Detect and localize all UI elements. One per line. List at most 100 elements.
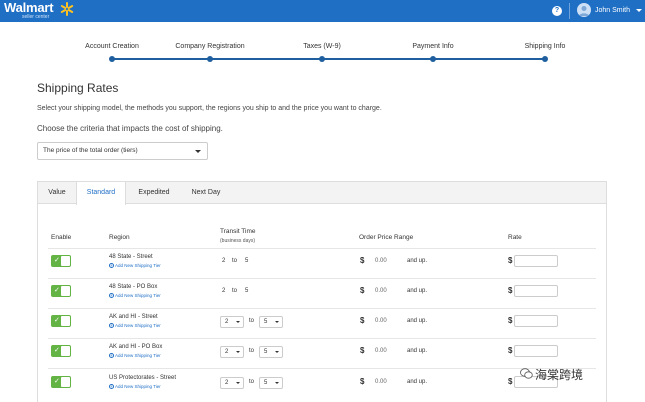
transit-from-value: 2 bbox=[225, 349, 229, 355]
step-shipping-info: Shipping Info bbox=[524, 43, 566, 50]
add-shipping-tier-link[interactable]: + Add New Shipping Tier bbox=[109, 293, 161, 298]
rate-input[interactable] bbox=[514, 315, 558, 327]
step-taxes: Taxes (W-9) bbox=[303, 43, 341, 50]
transit-to-value: 5 bbox=[264, 349, 268, 355]
rate-currency-symbol: $ bbox=[508, 346, 513, 355]
and-up-label: and up. bbox=[407, 348, 428, 354]
step-account-creation: Account Creation bbox=[85, 43, 139, 50]
rate-currency-symbol: $ bbox=[508, 316, 513, 325]
price-from: 0.00 bbox=[375, 348, 387, 354]
step-dot bbox=[109, 56, 115, 62]
rate-input[interactable] bbox=[514, 376, 558, 388]
transit-from-select[interactable]: 2 bbox=[220, 316, 244, 328]
tab-bar: Value Standard Expedited Next Day bbox=[38, 182, 606, 205]
rate-input[interactable] bbox=[514, 285, 558, 297]
tab-next-day[interactable]: Next Day bbox=[191, 189, 221, 196]
currency-symbol: $ bbox=[360, 256, 365, 265]
and-up-label: and up. bbox=[407, 288, 428, 294]
header-transit-sub: (business days) bbox=[220, 238, 256, 244]
plus-icon: + bbox=[109, 323, 114, 328]
chevron-down-icon bbox=[236, 321, 240, 323]
enable-toggle[interactable]: ✓ bbox=[51, 285, 71, 297]
rate-input[interactable] bbox=[514, 255, 558, 267]
user-name[interactable]: John Smith bbox=[595, 7, 631, 14]
toggle-knob bbox=[61, 377, 70, 387]
watermark-text: 海棠跨境 bbox=[535, 368, 584, 382]
walmart-logo[interactable]: Walmart bbox=[4, 0, 54, 15]
step-dot bbox=[207, 56, 213, 62]
chevron-down-icon bbox=[236, 351, 240, 353]
add-shipping-tier-link[interactable]: + Add New Shipping Tier bbox=[109, 323, 161, 328]
region-name: AK and HI - Street bbox=[109, 314, 158, 320]
toggle-knob bbox=[61, 286, 70, 296]
user-menu-chevron-down-icon[interactable] bbox=[636, 9, 642, 12]
wechat-icon bbox=[520, 368, 533, 379]
tab-expedited[interactable]: Expedited bbox=[138, 189, 170, 196]
plus-icon: + bbox=[109, 353, 114, 358]
toggle-knob bbox=[61, 346, 70, 356]
transit-from-value: 2 bbox=[225, 319, 229, 325]
price-from: 0.00 bbox=[375, 258, 387, 264]
row-divider bbox=[48, 338, 596, 339]
check-icon: ✓ bbox=[54, 378, 60, 385]
currency-symbol: $ bbox=[360, 316, 365, 325]
step-dot bbox=[542, 56, 548, 62]
plus-icon: + bbox=[109, 293, 114, 298]
toggle-knob bbox=[61, 316, 70, 326]
add-tier-label: Add New Shipping Tier bbox=[115, 353, 161, 358]
currency-symbol: $ bbox=[360, 286, 365, 295]
tab-value[interactable]: Value bbox=[48, 189, 66, 196]
enable-toggle[interactable]: ✓ bbox=[51, 345, 71, 357]
transit-to: 5 bbox=[245, 288, 249, 294]
enable-toggle[interactable]: ✓ bbox=[51, 255, 71, 267]
add-shipping-tier-link[interactable]: + Add New Shipping Tier bbox=[109, 353, 161, 358]
region-name: US Protectorates - Street bbox=[109, 375, 177, 381]
shipping-methods-panel: Value Standard Expedited Next Day Enable… bbox=[37, 181, 607, 402]
transit-to-label: to bbox=[232, 258, 238, 264]
check-icon: ✓ bbox=[54, 317, 60, 324]
header-divider bbox=[569, 3, 570, 19]
user-avatar-icon bbox=[579, 6, 589, 16]
price-from: 0.00 bbox=[375, 288, 387, 294]
and-up-label: and up. bbox=[407, 318, 428, 324]
add-tier-label: Add New Shipping Tier bbox=[115, 323, 161, 328]
add-tier-label: Add New Shipping Tier bbox=[115, 263, 161, 268]
add-shipping-tier-link[interactable]: + Add New Shipping Tier bbox=[109, 384, 161, 389]
header-order-price-range: Order Price Range bbox=[359, 234, 414, 241]
add-tier-label: Add New Shipping Tier bbox=[115, 293, 161, 298]
header-rate: Rate bbox=[508, 234, 522, 241]
transit-from-select[interactable]: 2 bbox=[220, 346, 244, 358]
chevron-down-icon bbox=[236, 382, 240, 384]
user-avatar[interactable] bbox=[577, 3, 591, 17]
region-name: 48 State - PO Box bbox=[109, 284, 158, 290]
criteria-select-value: The price of the total order (tiers) bbox=[43, 147, 138, 154]
tab-standard[interactable]: Standard bbox=[76, 182, 126, 205]
chevron-down-icon bbox=[275, 382, 279, 384]
transit-to-label: to bbox=[249, 318, 255, 324]
add-shipping-tier-link[interactable]: + Add New Shipping Tier bbox=[109, 263, 161, 268]
rate-currency-symbol: $ bbox=[508, 377, 513, 386]
transit-from: 2 bbox=[222, 258, 226, 264]
rate-currency-symbol: $ bbox=[508, 286, 513, 295]
transit-to-select[interactable]: 5 bbox=[259, 346, 283, 358]
help-icon[interactable]: ? bbox=[552, 6, 562, 16]
currency-symbol: $ bbox=[360, 377, 365, 386]
and-up-label: and up. bbox=[407, 258, 428, 264]
transit-to-select[interactable]: 5 bbox=[259, 377, 283, 389]
transit-to-label: to bbox=[249, 379, 255, 385]
add-tier-label: Add New Shipping Tier bbox=[115, 384, 161, 389]
enable-toggle[interactable]: ✓ bbox=[51, 376, 71, 388]
chevron-down-icon bbox=[275, 321, 279, 323]
transit-from-select[interactable]: 2 bbox=[220, 377, 244, 389]
row-divider bbox=[48, 368, 596, 369]
price-from: 0.00 bbox=[375, 318, 387, 324]
page-title: Shipping Rates bbox=[37, 81, 119, 95]
header-region: Region bbox=[109, 234, 130, 241]
transit-to-select[interactable]: 5 bbox=[259, 316, 283, 328]
rate-input[interactable] bbox=[514, 345, 558, 357]
header-enable: Enable bbox=[51, 234, 72, 241]
enable-toggle[interactable]: ✓ bbox=[51, 315, 71, 327]
check-icon: ✓ bbox=[54, 287, 60, 294]
header-transit-time: Transit Time bbox=[220, 228, 256, 235]
criteria-select[interactable]: The price of the total order (tiers) bbox=[37, 142, 208, 160]
